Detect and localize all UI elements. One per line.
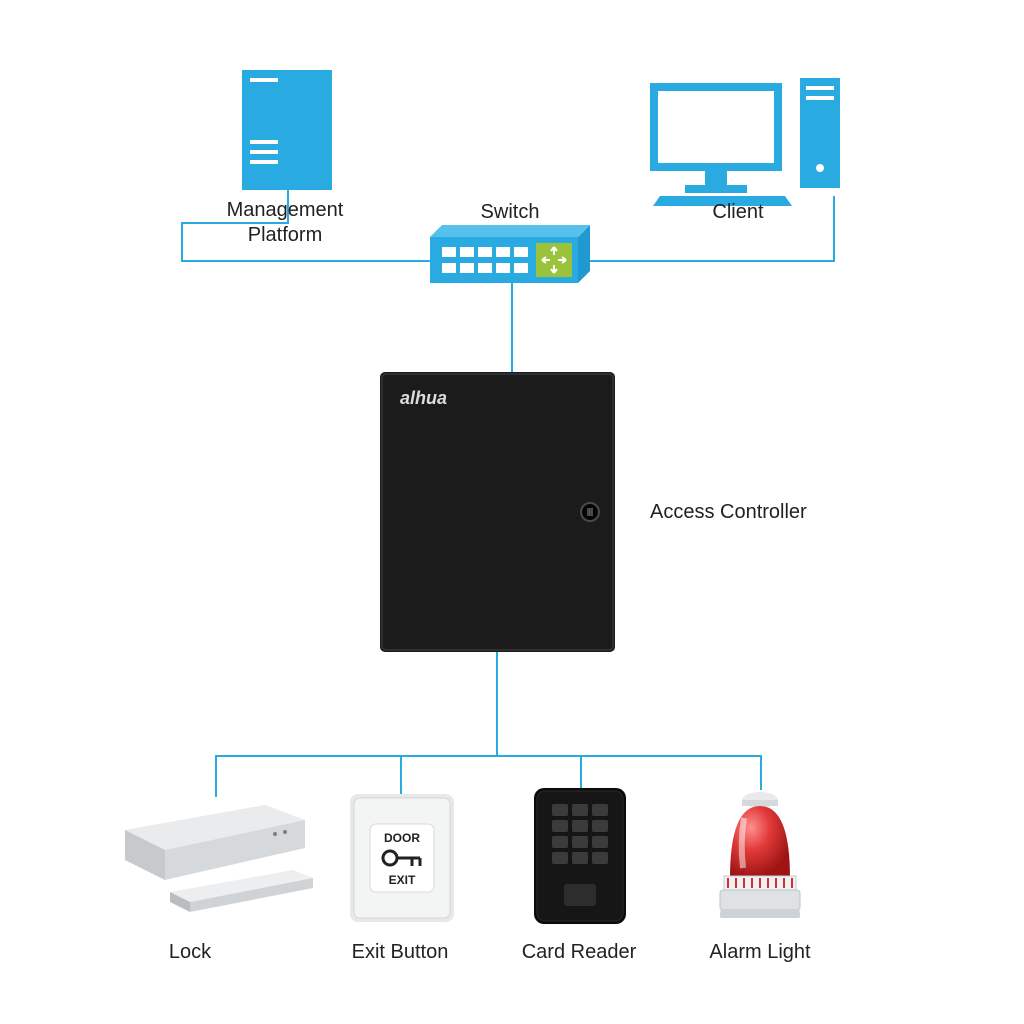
exit-button-icon: DOOR EXIT — [350, 794, 454, 927]
wire — [181, 260, 431, 262]
controller-brand-text: alhua — [400, 388, 447, 408]
wire — [590, 260, 835, 262]
switch-label: Switch — [460, 200, 560, 225]
alarm-light-label: Alarm Light — [700, 940, 820, 965]
wire — [511, 283, 513, 373]
card-reader-icon — [534, 788, 626, 929]
wire — [760, 755, 762, 790]
alarm-light-icon — [710, 788, 810, 928]
client-label: Client — [688, 200, 788, 225]
card-reader-label: Card Reader — [514, 940, 644, 965]
access-controller-label: Access Controller — [650, 500, 850, 525]
client-icon — [650, 78, 850, 213]
wire — [215, 755, 762, 757]
access-controller-icon: alhua — [380, 372, 615, 657]
lock-icon — [115, 800, 315, 925]
wire — [496, 652, 498, 755]
wire — [400, 755, 402, 794]
exit-button-bottom-text: EXIT — [389, 873, 416, 887]
lock-label: Lock — [150, 940, 230, 965]
exit-button-top-text: DOOR — [384, 831, 420, 845]
switch-icon — [430, 225, 590, 290]
wire — [580, 755, 582, 790]
wire — [215, 755, 217, 797]
management-platform-label: Management Platform — [170, 198, 400, 248]
exit-button-label: Exit Button — [340, 940, 460, 965]
management-platform-icon — [242, 70, 332, 195]
